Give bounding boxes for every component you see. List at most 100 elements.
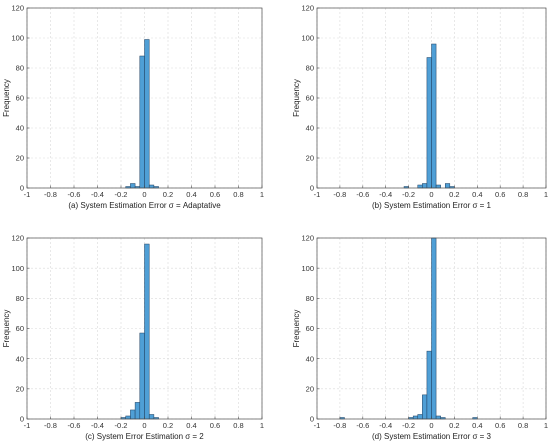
x-tick-label: -0.2 (115, 190, 128, 199)
histogram-bar (148, 414, 155, 420)
x-tick-label: 0.6 (495, 421, 505, 430)
x-tick-label: -0.2 (402, 190, 415, 199)
x-tick-label: -0.8 (333, 190, 346, 199)
x-tick-label: 1 (544, 421, 548, 430)
y-tick-label: 0 (20, 415, 24, 424)
x-tick-label: 0.6 (495, 190, 505, 199)
y-tick-label: 0 (310, 415, 314, 424)
y-tick-label: 60 (16, 94, 24, 103)
x-tick-label: 0.4 (186, 421, 196, 430)
x-tick-label: 1 (260, 190, 264, 199)
y-tick-label: 0 (310, 184, 314, 193)
y-tick-label: 80 (306, 64, 314, 73)
panel-b: -1 -0.8 -0.6 -0.4 -0.2 0 0.2 0.4 0.6 0.8 1 0 20 40 60 8… (292, 4, 548, 210)
y-tick-label: 100 (301, 264, 314, 273)
x-tick-label: 0 (142, 190, 146, 199)
histogram-bar (422, 183, 428, 189)
x-tick-label: -0.8 (44, 190, 57, 199)
histogram-bar (431, 237, 437, 420)
y-tick-label: 60 (306, 324, 314, 333)
x-tick-label: 0.8 (518, 421, 528, 430)
x-tick-label: -1 (314, 190, 321, 199)
x-tick-label: 0 (429, 421, 433, 430)
x-tick-label: -0.2 (115, 421, 128, 430)
x-tick-label: -0.4 (91, 421, 104, 430)
x-tick-label: 0.8 (233, 190, 243, 199)
x-tick-label: -0.8 (44, 421, 57, 430)
histogram-bar (139, 332, 145, 420)
panel-d: -1 -0.8 -0.6 -0.4 -0.2 0 0.2 0.4 0.6 0.8 1 0 20 40 60 8… (292, 234, 548, 441)
x-tick-label: -0.4 (379, 421, 392, 430)
x-tick-label: -1 (24, 190, 31, 199)
panel-a: -1 -0.8 -0.6 -0.4 -0.2 0 0.2 0.4 0.6 0.8 1 0 20 40 60 8… (2, 4, 264, 210)
histogram-bar (426, 350, 432, 420)
y-tick-label: 20 (306, 384, 314, 393)
y-tick-label: 40 (16, 354, 24, 363)
y-tick-label: 80 (16, 64, 24, 73)
x-axis-label: (c) System Error Estimation σ = 2 (85, 432, 204, 441)
y-tick-label: 100 (11, 34, 24, 43)
histogram-bar (144, 39, 150, 189)
y-axis-label: Frequency (2, 79, 11, 117)
x-tick-label: 0.4 (472, 421, 482, 430)
histogram-bar (134, 402, 141, 420)
x-tick-label: 0.8 (518, 190, 528, 199)
y-tick-label: 0 (20, 184, 24, 193)
y-tick-label: 80 (16, 294, 24, 303)
y-tick-label: 100 (11, 264, 24, 273)
x-tick-label: 0.2 (163, 190, 173, 199)
x-tick-label: 0 (429, 190, 433, 199)
panel-c: -1 -0.8 -0.6 -0.4 -0.2 0 0.2 0.4 0.6 0.8 1 0 20 40 60 8… (2, 234, 264, 441)
x-tick-label: 0.2 (163, 421, 173, 430)
x-tick-label: 0.6 (210, 421, 220, 430)
x-tick-label: 0 (142, 421, 146, 430)
y-tick-label: 100 (301, 34, 314, 43)
histogram-bar (426, 57, 432, 189)
histogram-bar (444, 183, 451, 189)
y-tick-label: 40 (306, 124, 314, 133)
x-axis-label: (a) System Estimation Error σ = Adaptati… (68, 201, 221, 210)
x-tick-label: 1 (260, 421, 264, 430)
x-tick-label: 0.4 (186, 190, 196, 199)
histogram-bar (435, 415, 441, 420)
x-tick-label: 0.2 (449, 190, 459, 199)
y-axis-label: Frequency (2, 310, 11, 348)
x-tick-label: -0.6 (356, 190, 369, 199)
y-tick-label: 120 (11, 4, 24, 13)
histogram-bar (422, 394, 428, 420)
x-axis-label: (d) System Estimation Error σ = 3 (372, 432, 492, 441)
y-tick-label: 80 (306, 294, 314, 303)
histogram-bar (139, 55, 145, 189)
x-tick-label: -0.4 (91, 190, 104, 199)
histogram-bar (417, 184, 423, 189)
y-tick-label: 40 (16, 124, 24, 133)
y-tick-label: 120 (301, 4, 314, 13)
y-tick-label: 40 (306, 354, 314, 363)
x-tick-label: -0.2 (402, 421, 415, 430)
histogram-bar (125, 415, 131, 420)
histogram-bar (148, 184, 155, 189)
x-tick-label: 0.8 (233, 421, 243, 430)
y-tick-label: 60 (306, 94, 314, 103)
x-tick-label: -1 (314, 421, 321, 430)
x-tick-label: 0.2 (449, 421, 459, 430)
histogram-bar (435, 184, 441, 189)
y-tick-label: 60 (16, 324, 24, 333)
y-tick-label: 120 (11, 234, 24, 243)
y-axis-label: Frequency (292, 310, 301, 348)
x-tick-label: 1 (544, 190, 548, 199)
histogram-bar (130, 183, 136, 189)
x-tick-label: 0.4 (472, 190, 482, 199)
y-tick-label: 20 (306, 154, 314, 163)
x-axis-label: (b) System Estimation Error σ = 1 (372, 201, 492, 210)
x-tick-label: -1 (24, 421, 31, 430)
histogram-bar (412, 415, 419, 420)
histogram-bar (144, 243, 150, 420)
x-tick-label: -0.6 (68, 190, 81, 199)
histogram-bar (431, 43, 437, 189)
y-tick-label: 20 (16, 384, 24, 393)
x-tick-label: -0.8 (333, 421, 346, 430)
x-tick-label: -0.6 (356, 421, 369, 430)
x-tick-label: 0.6 (210, 190, 220, 199)
